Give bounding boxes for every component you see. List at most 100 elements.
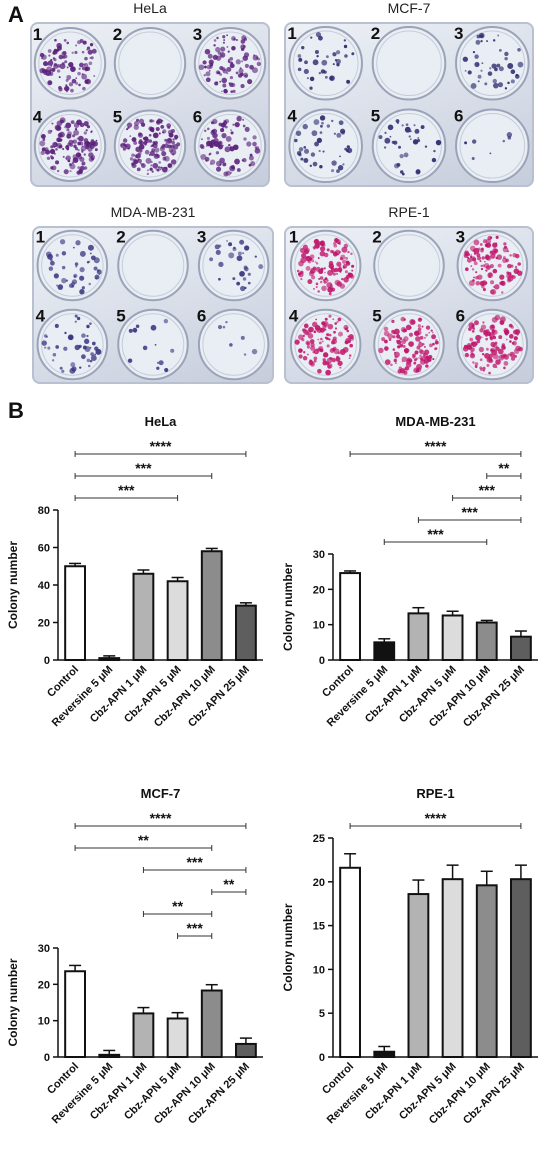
colony-dot bbox=[158, 161, 161, 164]
colony-dot bbox=[487, 272, 494, 279]
colony-dot bbox=[212, 118, 218, 125]
colony-dot bbox=[55, 253, 59, 257]
well-circle bbox=[113, 27, 187, 100]
significance-label: **** bbox=[425, 810, 447, 826]
bar bbox=[200, 989, 223, 1058]
well-label: 1 bbox=[289, 228, 298, 247]
colony-dot bbox=[496, 63, 501, 68]
well-6: 6 bbox=[193, 108, 267, 182]
colony-dot bbox=[298, 354, 303, 359]
well-label: 2 bbox=[371, 24, 380, 43]
colony-dot bbox=[228, 82, 234, 88]
colony-dot bbox=[307, 329, 312, 334]
colony-dot bbox=[391, 329, 395, 334]
colony-dot bbox=[318, 149, 321, 153]
colony-dot bbox=[252, 135, 257, 140]
colony-dot bbox=[237, 73, 243, 78]
significance-label: *** bbox=[461, 504, 478, 520]
colony-dot bbox=[329, 76, 334, 81]
colony-dot bbox=[474, 61, 480, 68]
colony-dot bbox=[330, 266, 334, 270]
colony-dot bbox=[298, 57, 303, 62]
colony-dot bbox=[498, 48, 502, 52]
colony-dot bbox=[243, 37, 248, 41]
colony-dot bbox=[412, 353, 416, 358]
colony-dot bbox=[485, 282, 488, 285]
colony-dot bbox=[66, 66, 69, 69]
colony-dot bbox=[145, 157, 152, 164]
colony-dot bbox=[395, 119, 400, 123]
colony-dot bbox=[394, 355, 398, 359]
x-tick-label: Cbz-APN 25 μM bbox=[186, 664, 252, 730]
colony-dot bbox=[414, 128, 420, 134]
colony-dot bbox=[331, 160, 337, 166]
colony-dot bbox=[41, 340, 47, 346]
colony-dot bbox=[224, 119, 230, 124]
colony-dot bbox=[328, 314, 332, 318]
colony-dot bbox=[131, 162, 135, 166]
colony-dot bbox=[239, 239, 245, 245]
colony-dot bbox=[348, 357, 351, 360]
colony-dot bbox=[333, 251, 338, 256]
colony-dot bbox=[71, 78, 77, 84]
colony-dot bbox=[226, 72, 229, 75]
colony-dot bbox=[319, 131, 323, 134]
well-label: 5 bbox=[371, 106, 380, 125]
x-tick-label: Cbz-APN 10 μM bbox=[427, 664, 493, 730]
colony-dot bbox=[170, 129, 175, 134]
colony-dot bbox=[210, 121, 214, 124]
colony-dot bbox=[306, 77, 309, 80]
colony-dot bbox=[166, 137, 173, 144]
bar bbox=[132, 572, 155, 661]
colony-dot bbox=[400, 170, 404, 174]
colony-dot bbox=[127, 358, 133, 363]
colony-dot bbox=[471, 341, 478, 348]
colony-dot bbox=[319, 164, 323, 169]
colony-dot bbox=[491, 349, 498, 356]
colony-dot bbox=[222, 41, 225, 44]
colony-dot bbox=[59, 366, 63, 370]
colony-dot bbox=[424, 346, 426, 348]
colony-dot bbox=[399, 343, 404, 348]
colony-dot bbox=[467, 256, 469, 259]
colony-dot bbox=[229, 343, 233, 347]
well-circle bbox=[117, 308, 189, 381]
colony-dot bbox=[506, 132, 513, 138]
colony-dot bbox=[248, 163, 252, 167]
colony-dot bbox=[244, 266, 249, 272]
colony-dot bbox=[387, 333, 393, 340]
colony-dot bbox=[471, 139, 477, 144]
colony-dot bbox=[49, 148, 56, 155]
colony-dot bbox=[491, 316, 498, 323]
chart-title: MDA-MB-231 bbox=[395, 414, 475, 429]
colony-dot bbox=[222, 162, 227, 167]
colony-dot bbox=[470, 265, 473, 267]
colony-dot bbox=[326, 344, 330, 348]
colony-dot bbox=[79, 275, 85, 281]
y-tick-label: 0 bbox=[319, 1052, 325, 1064]
colony-dot bbox=[151, 148, 155, 152]
colony-dot bbox=[322, 324, 327, 330]
colony-dot bbox=[396, 339, 402, 345]
colony-dot bbox=[477, 256, 482, 261]
colony-dot bbox=[402, 345, 406, 348]
colony-dot bbox=[318, 71, 322, 75]
colony-dot bbox=[480, 248, 484, 253]
colony-dot bbox=[94, 353, 97, 356]
colony-dot bbox=[154, 343, 157, 346]
colony-dot bbox=[235, 38, 238, 41]
well-circle bbox=[36, 229, 109, 302]
colony-dot bbox=[320, 69, 326, 74]
significance-label: ** bbox=[138, 832, 149, 848]
colony-dot bbox=[337, 331, 343, 337]
colony-dot bbox=[431, 157, 437, 163]
colony-dot bbox=[404, 347, 410, 354]
colony-dot bbox=[319, 280, 323, 284]
colony-dot bbox=[328, 292, 332, 296]
bar bbox=[475, 621, 498, 661]
colony-dot bbox=[41, 147, 46, 152]
significance-label: **** bbox=[150, 438, 172, 454]
colony-dot bbox=[504, 329, 510, 335]
colony-dot bbox=[57, 284, 64, 290]
